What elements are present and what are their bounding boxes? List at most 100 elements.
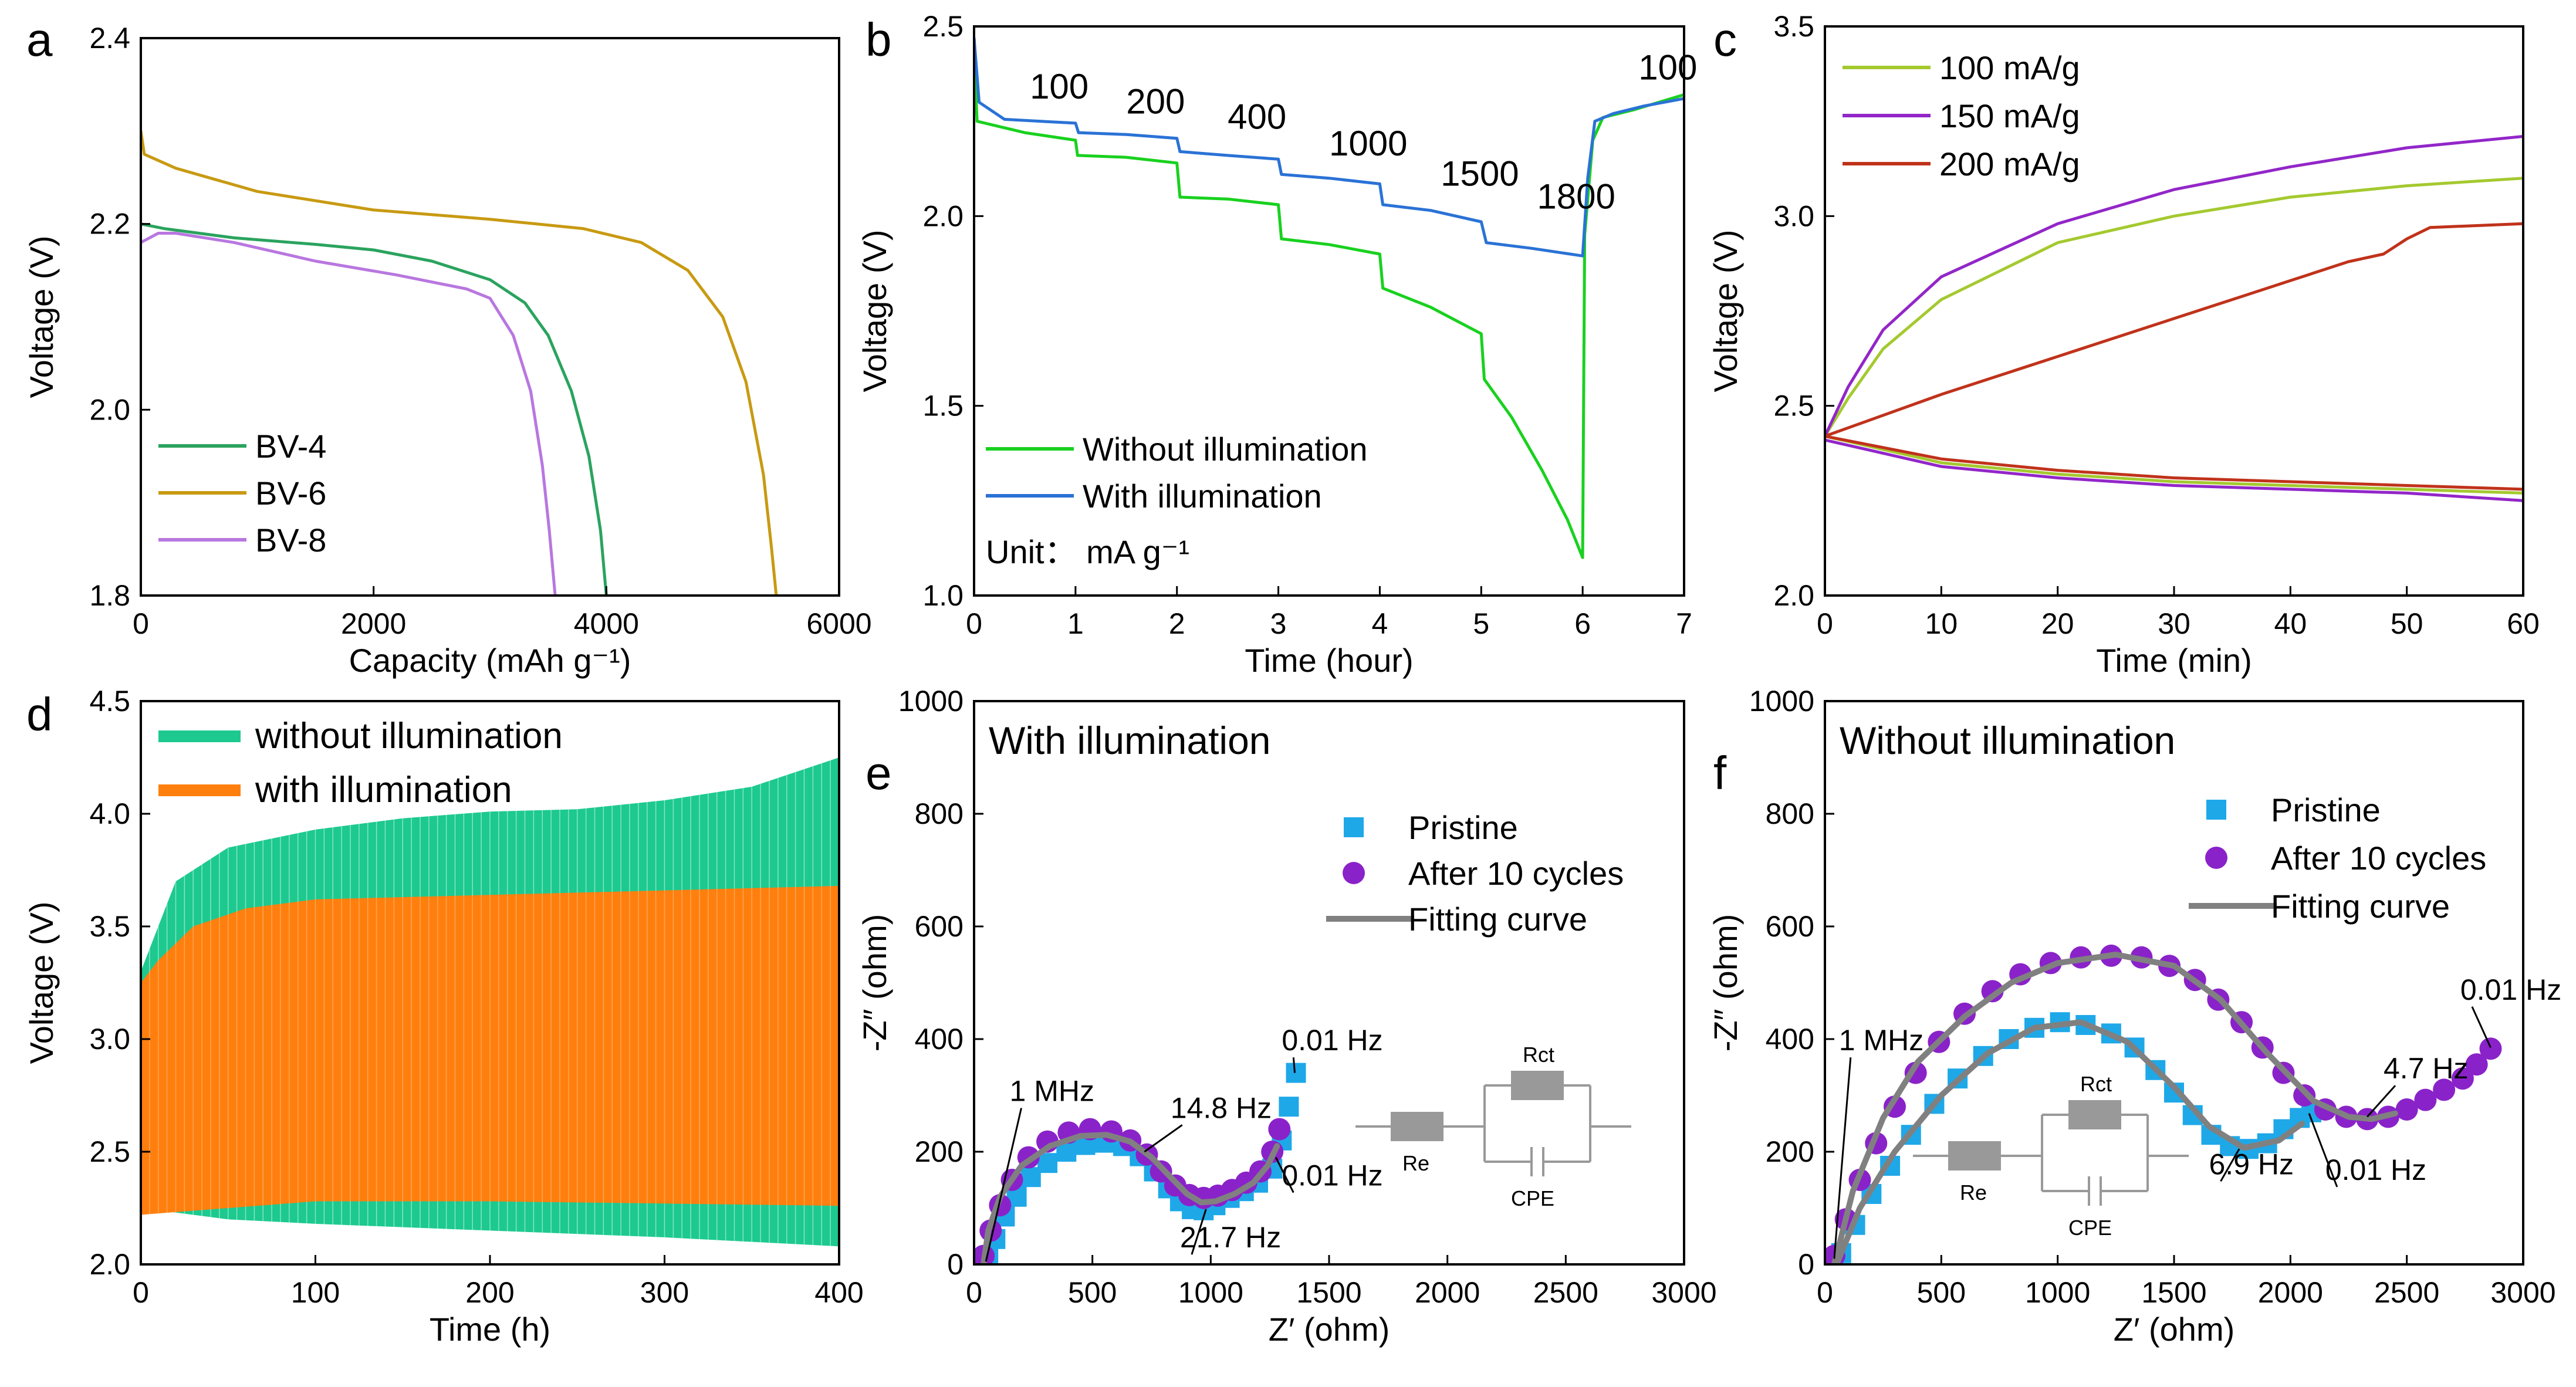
legend-label: with illumination xyxy=(255,770,512,810)
annotation: 0.01 Hz xyxy=(2325,1153,2426,1186)
equivalent-circuit: Re Rct CPE xyxy=(1355,1043,1631,1210)
annotation-arrow xyxy=(1144,1124,1183,1153)
y-tick-label: 3.5 xyxy=(89,910,130,943)
x-tick-label: 500 xyxy=(1068,1276,1117,1309)
x-tick-label: 100 xyxy=(291,1276,340,1309)
legend-label: Pristine xyxy=(2271,791,2381,828)
y-tick-label: 600 xyxy=(1766,910,1814,943)
panel-label: f xyxy=(1713,747,1727,799)
panel-d: d 0 100 200 300 400 2.0 2.5 3.0 3.5 4.0 4.5 Time (h)… xyxy=(23,685,864,1348)
plot-area xyxy=(1825,944,2502,1264)
annotation: 14.8 Hz xyxy=(1171,1091,1272,1124)
x-tick-label: 1 xyxy=(1067,607,1084,640)
legend-label: BV-8 xyxy=(255,522,326,559)
fitting-curve xyxy=(1831,952,2398,1264)
series-line-1 xyxy=(974,38,1684,258)
annotation: 400 xyxy=(1228,97,1286,137)
annotation: 6.9 Hz xyxy=(2209,1148,2294,1180)
rct-label: Rct xyxy=(1523,1043,1554,1067)
panel-label: b xyxy=(866,13,892,66)
y-tick-label: 800 xyxy=(1766,797,1814,830)
series-line-0 xyxy=(1825,177,2523,437)
y-tick-label: 800 xyxy=(915,797,964,830)
rct-label: Rct xyxy=(2080,1072,2112,1096)
re-label: Re xyxy=(1960,1180,1987,1205)
annotation-arrow xyxy=(1191,1209,1207,1255)
y-tick-label: 400 xyxy=(1766,1023,1814,1056)
panel-f: f 0 500 1000 1500 2000 2500 3000 0 200 400 600 800 10… xyxy=(1707,685,2561,1348)
re-resistor xyxy=(1948,1141,2001,1171)
panel-title: Without illumination xyxy=(1840,719,2175,762)
y-tick-label: 1.0 xyxy=(922,579,964,612)
x-tick-label: 4000 xyxy=(574,607,639,640)
series-line-0 xyxy=(974,56,1684,559)
x-tick-label: 10 xyxy=(1925,607,1958,640)
plot-area xyxy=(1825,135,2523,502)
annotation: 0.01 Hz xyxy=(1282,1024,1382,1057)
x-tick-label: 5 xyxy=(1473,607,1489,640)
y-axis-label: Voltage (V) xyxy=(23,235,60,398)
y-tick-label: 400 xyxy=(915,1023,964,1056)
annotation: 0.01 Hz xyxy=(1282,1159,1382,1192)
annotation-arrow xyxy=(2308,1113,2338,1188)
re-label: Re xyxy=(1402,1151,1429,1175)
x-tick-label: 40 xyxy=(2274,607,2307,640)
panel-a: a 0 2000 4000 6000 1.8 2.0 2.2 2.4 Capacity (mAh … xyxy=(23,13,872,679)
axes-frame xyxy=(1824,25,2524,597)
x-tick-label: 3000 xyxy=(1651,1276,1716,1309)
rct-resistor xyxy=(2068,1100,2121,1129)
x-tick-label: 2500 xyxy=(1533,1276,1598,1309)
re-resistor xyxy=(1391,1112,1443,1141)
axes-frame xyxy=(973,25,1685,597)
data-point-square xyxy=(1279,1097,1299,1117)
x-tick-label: 3000 xyxy=(2490,1276,2555,1309)
y-tick-label: 1.5 xyxy=(922,390,964,422)
x-tick-label: 300 xyxy=(640,1276,689,1309)
series-line-2 xyxy=(1825,222,2523,438)
x-tick-label: 1000 xyxy=(2025,1276,2090,1309)
data-point-circle xyxy=(2414,1088,2437,1111)
axes-frame xyxy=(140,700,840,1266)
y-tick-label: 2.5 xyxy=(1773,390,1814,422)
data-point-circle xyxy=(1268,1118,1291,1141)
fitting-curve xyxy=(981,1132,1280,1264)
y-tick-label: 1.8 xyxy=(89,579,130,612)
y-tick-label: 0 xyxy=(947,1248,964,1281)
y-tick-label: 4.0 xyxy=(89,797,130,830)
annotation-arrow xyxy=(1833,1057,1852,1259)
x-tick-label: 400 xyxy=(814,1276,863,1309)
annotation: 0.01 Hz xyxy=(2460,973,2561,1006)
annotation-arrow xyxy=(2220,1148,2240,1182)
x-tick-label: 0 xyxy=(133,1276,149,1309)
y-tick-label: 200 xyxy=(915,1135,964,1168)
fitting-curve xyxy=(1833,1019,2305,1264)
y-tick-label: 2.5 xyxy=(922,10,964,43)
y-tick-label: 2.2 xyxy=(89,208,130,241)
cpe-label: CPE xyxy=(2068,1216,2112,1240)
panel-label: d xyxy=(26,688,53,740)
legend-label: 150 mA/g xyxy=(1939,97,2080,134)
x-tick-label: 1500 xyxy=(2141,1276,2206,1309)
panel-c: c 0 10 20 30 40 50 60 2.0 2.5 3.0 3.5 Time (min) Volt… xyxy=(1707,10,2540,679)
equivalent-circuit: Re Rct CPE xyxy=(1913,1072,2189,1240)
panel-label: c xyxy=(1713,13,1737,66)
panel-title: With illumination xyxy=(989,719,1271,762)
x-tick-label: 0 xyxy=(966,607,982,640)
legend-swatch xyxy=(158,784,241,796)
y-axis-label: Voltage (V) xyxy=(856,229,893,392)
y-tick-label: 3.5 xyxy=(1773,10,1814,43)
annotation: 200 xyxy=(1126,82,1185,121)
x-tick-label: 6 xyxy=(1574,607,1591,640)
series-line-3 xyxy=(1825,434,2523,495)
x-axis-label: Capacity (mAh g⁻¹) xyxy=(349,642,631,679)
series-line-5 xyxy=(1825,434,2523,491)
legend-label: 100 mA/g xyxy=(1939,49,2080,86)
data-point-square xyxy=(1037,1153,1058,1173)
annotation-arrow xyxy=(1275,1156,1294,1193)
x-tick-label: 0 xyxy=(1817,1276,1833,1309)
panel-e: e 0 500 1000 1500 2000 2500 3000 0 200 400 600 800 10… xyxy=(856,685,1717,1348)
x-tick-label: 2 xyxy=(1169,607,1185,640)
legend-label: 200 mA/g xyxy=(1939,146,2080,182)
x-tick-label: 200 xyxy=(465,1276,514,1309)
